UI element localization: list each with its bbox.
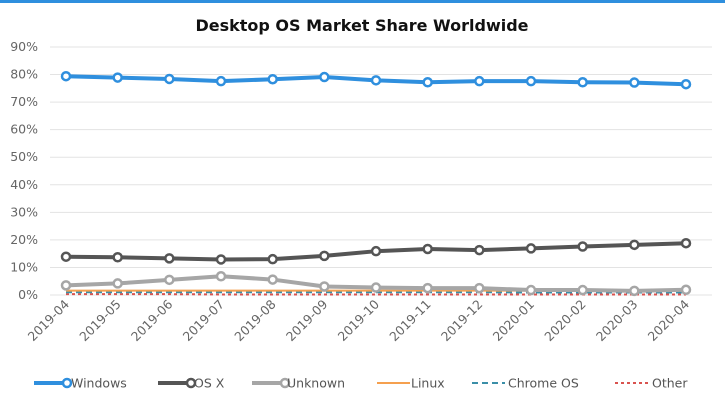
legend-label: OS X bbox=[194, 376, 225, 391]
series-point bbox=[215, 271, 227, 282]
legend-marker bbox=[279, 377, 291, 389]
legend-item[interactable]: Windows bbox=[34, 376, 127, 391]
y-tick-label: 30% bbox=[10, 204, 38, 219]
legend-item[interactable]: OS X bbox=[158, 376, 225, 391]
y-tick-label: 0% bbox=[18, 287, 38, 302]
series-point bbox=[319, 71, 330, 83]
x-axis-ticks: 2019-04 2019-05 2019-06 2019-07 2019-08 2019-… bbox=[25, 296, 693, 344]
series-point bbox=[319, 250, 330, 262]
x-tick-label: 2019-07 bbox=[180, 297, 228, 345]
y-tick-label: 70% bbox=[10, 94, 38, 109]
series-point bbox=[370, 282, 382, 293]
series-point bbox=[215, 254, 227, 265]
series-point bbox=[215, 75, 227, 87]
series-point bbox=[60, 251, 72, 262]
series-point bbox=[577, 284, 588, 296]
series-point bbox=[577, 241, 588, 252]
series-point bbox=[680, 78, 692, 90]
series-point bbox=[267, 253, 278, 265]
y-tick-label: 40% bbox=[10, 177, 38, 192]
series-point bbox=[164, 73, 175, 85]
legend-label: Chrome OS bbox=[508, 376, 579, 391]
series-point bbox=[422, 243, 433, 255]
x-tick-label: 2019-06 bbox=[128, 296, 176, 344]
series-point bbox=[164, 274, 175, 286]
series-point bbox=[422, 77, 433, 88]
series-point bbox=[60, 280, 72, 291]
legend: Windows OS X Unknown Linux Chrome OS Other bbox=[34, 376, 688, 391]
series-point bbox=[629, 77, 640, 88]
y-tick-label: 10% bbox=[10, 259, 38, 274]
series-point bbox=[319, 281, 330, 292]
series-point bbox=[525, 243, 537, 254]
legend-label: Other bbox=[652, 376, 688, 391]
x-tick-label: 2020-01 bbox=[490, 297, 538, 345]
series-point bbox=[112, 251, 123, 263]
y-tick-label: 80% bbox=[10, 67, 38, 82]
y-tick-label: 90% bbox=[10, 39, 38, 54]
series-point bbox=[422, 282, 433, 294]
legend-item[interactable]: Linux bbox=[377, 376, 445, 391]
y-tick-label: 60% bbox=[10, 122, 38, 137]
series-point bbox=[267, 274, 278, 285]
series-point bbox=[370, 245, 382, 257]
series-point bbox=[577, 77, 588, 88]
x-tick-label: 2019-10 bbox=[335, 296, 383, 344]
legend-label: Windows bbox=[71, 376, 127, 391]
x-tick-label: 2019-05 bbox=[76, 297, 124, 345]
x-tick-label: 2020-04 bbox=[645, 296, 693, 344]
x-tick-label: 2019-12 bbox=[438, 297, 486, 345]
x-tick-label: 2020-02 bbox=[541, 297, 589, 345]
top-accent-rule bbox=[0, 0, 725, 3]
series-point bbox=[474, 244, 485, 256]
series-point bbox=[474, 282, 485, 294]
y-tick-label: 20% bbox=[10, 232, 38, 247]
series-point bbox=[370, 75, 382, 86]
series-point bbox=[164, 253, 175, 264]
x-tick-label: 2019-09 bbox=[283, 296, 331, 344]
series-point bbox=[525, 284, 537, 296]
series-point bbox=[112, 278, 123, 289]
series-point bbox=[680, 237, 692, 249]
series-point bbox=[474, 75, 485, 87]
legend-marker bbox=[61, 377, 73, 389]
series-point bbox=[112, 72, 123, 83]
x-tick-label: 2019-11 bbox=[386, 297, 434, 345]
x-tick-label: 2019-04 bbox=[25, 296, 73, 344]
legend-label: Unknown bbox=[287, 376, 345, 391]
y-tick-label: 50% bbox=[10, 149, 38, 164]
x-tick-label: 2020-03 bbox=[593, 297, 641, 345]
series-point bbox=[267, 73, 278, 85]
series-point bbox=[60, 70, 72, 82]
legend-marker bbox=[185, 377, 197, 389]
legend-label: Linux bbox=[411, 376, 445, 391]
legend-item[interactable]: Chrome OS bbox=[472, 376, 579, 391]
series-point bbox=[680, 284, 692, 296]
series-point bbox=[629, 285, 640, 297]
series-point bbox=[629, 239, 640, 251]
x-tick-label: 2019-08 bbox=[231, 296, 279, 344]
y-axis-ticks: 0% 10% 20% 30% 40% 50% 60% 70% 80% 90% bbox=[10, 39, 38, 302]
series-point bbox=[525, 75, 537, 87]
series-lines bbox=[60, 70, 692, 297]
chart-title: Desktop OS Market Share Worldwide bbox=[195, 16, 528, 35]
legend-item[interactable]: Unknown bbox=[252, 376, 345, 391]
legend-item[interactable]: Other bbox=[615, 376, 688, 391]
